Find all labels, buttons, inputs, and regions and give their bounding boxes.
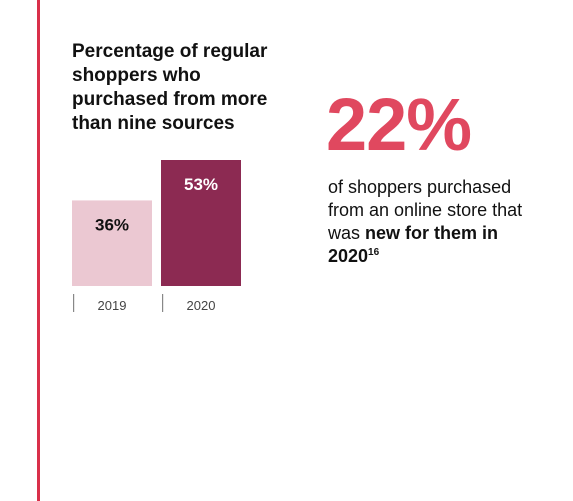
stat-text-plain: of shoppers purchased from an online sto… [328,177,523,243]
left-accent-line [37,0,40,501]
data-label-2019: 36% [95,215,129,234]
chart-title: Percentage of regular shoppers who purch… [72,41,268,134]
bar-2019 [72,200,152,286]
tick-2019 [73,294,75,312]
data-label-2020: 53% [184,175,218,194]
category-label-2019: 2019 [98,298,127,313]
stat-value: 22% [326,83,472,166]
stat-footnote: 16 [368,247,380,258]
stat-text-bold: new for them in 2020 [328,223,499,266]
category-label-2020: 2020 [187,298,216,313]
tick-2020 [162,294,164,312]
bar-2020 [161,160,241,286]
bar-chart: 36% 2019 53% 2020 [72,160,241,313]
stat-description: of shoppers purchased from an online sto… [328,176,528,268]
